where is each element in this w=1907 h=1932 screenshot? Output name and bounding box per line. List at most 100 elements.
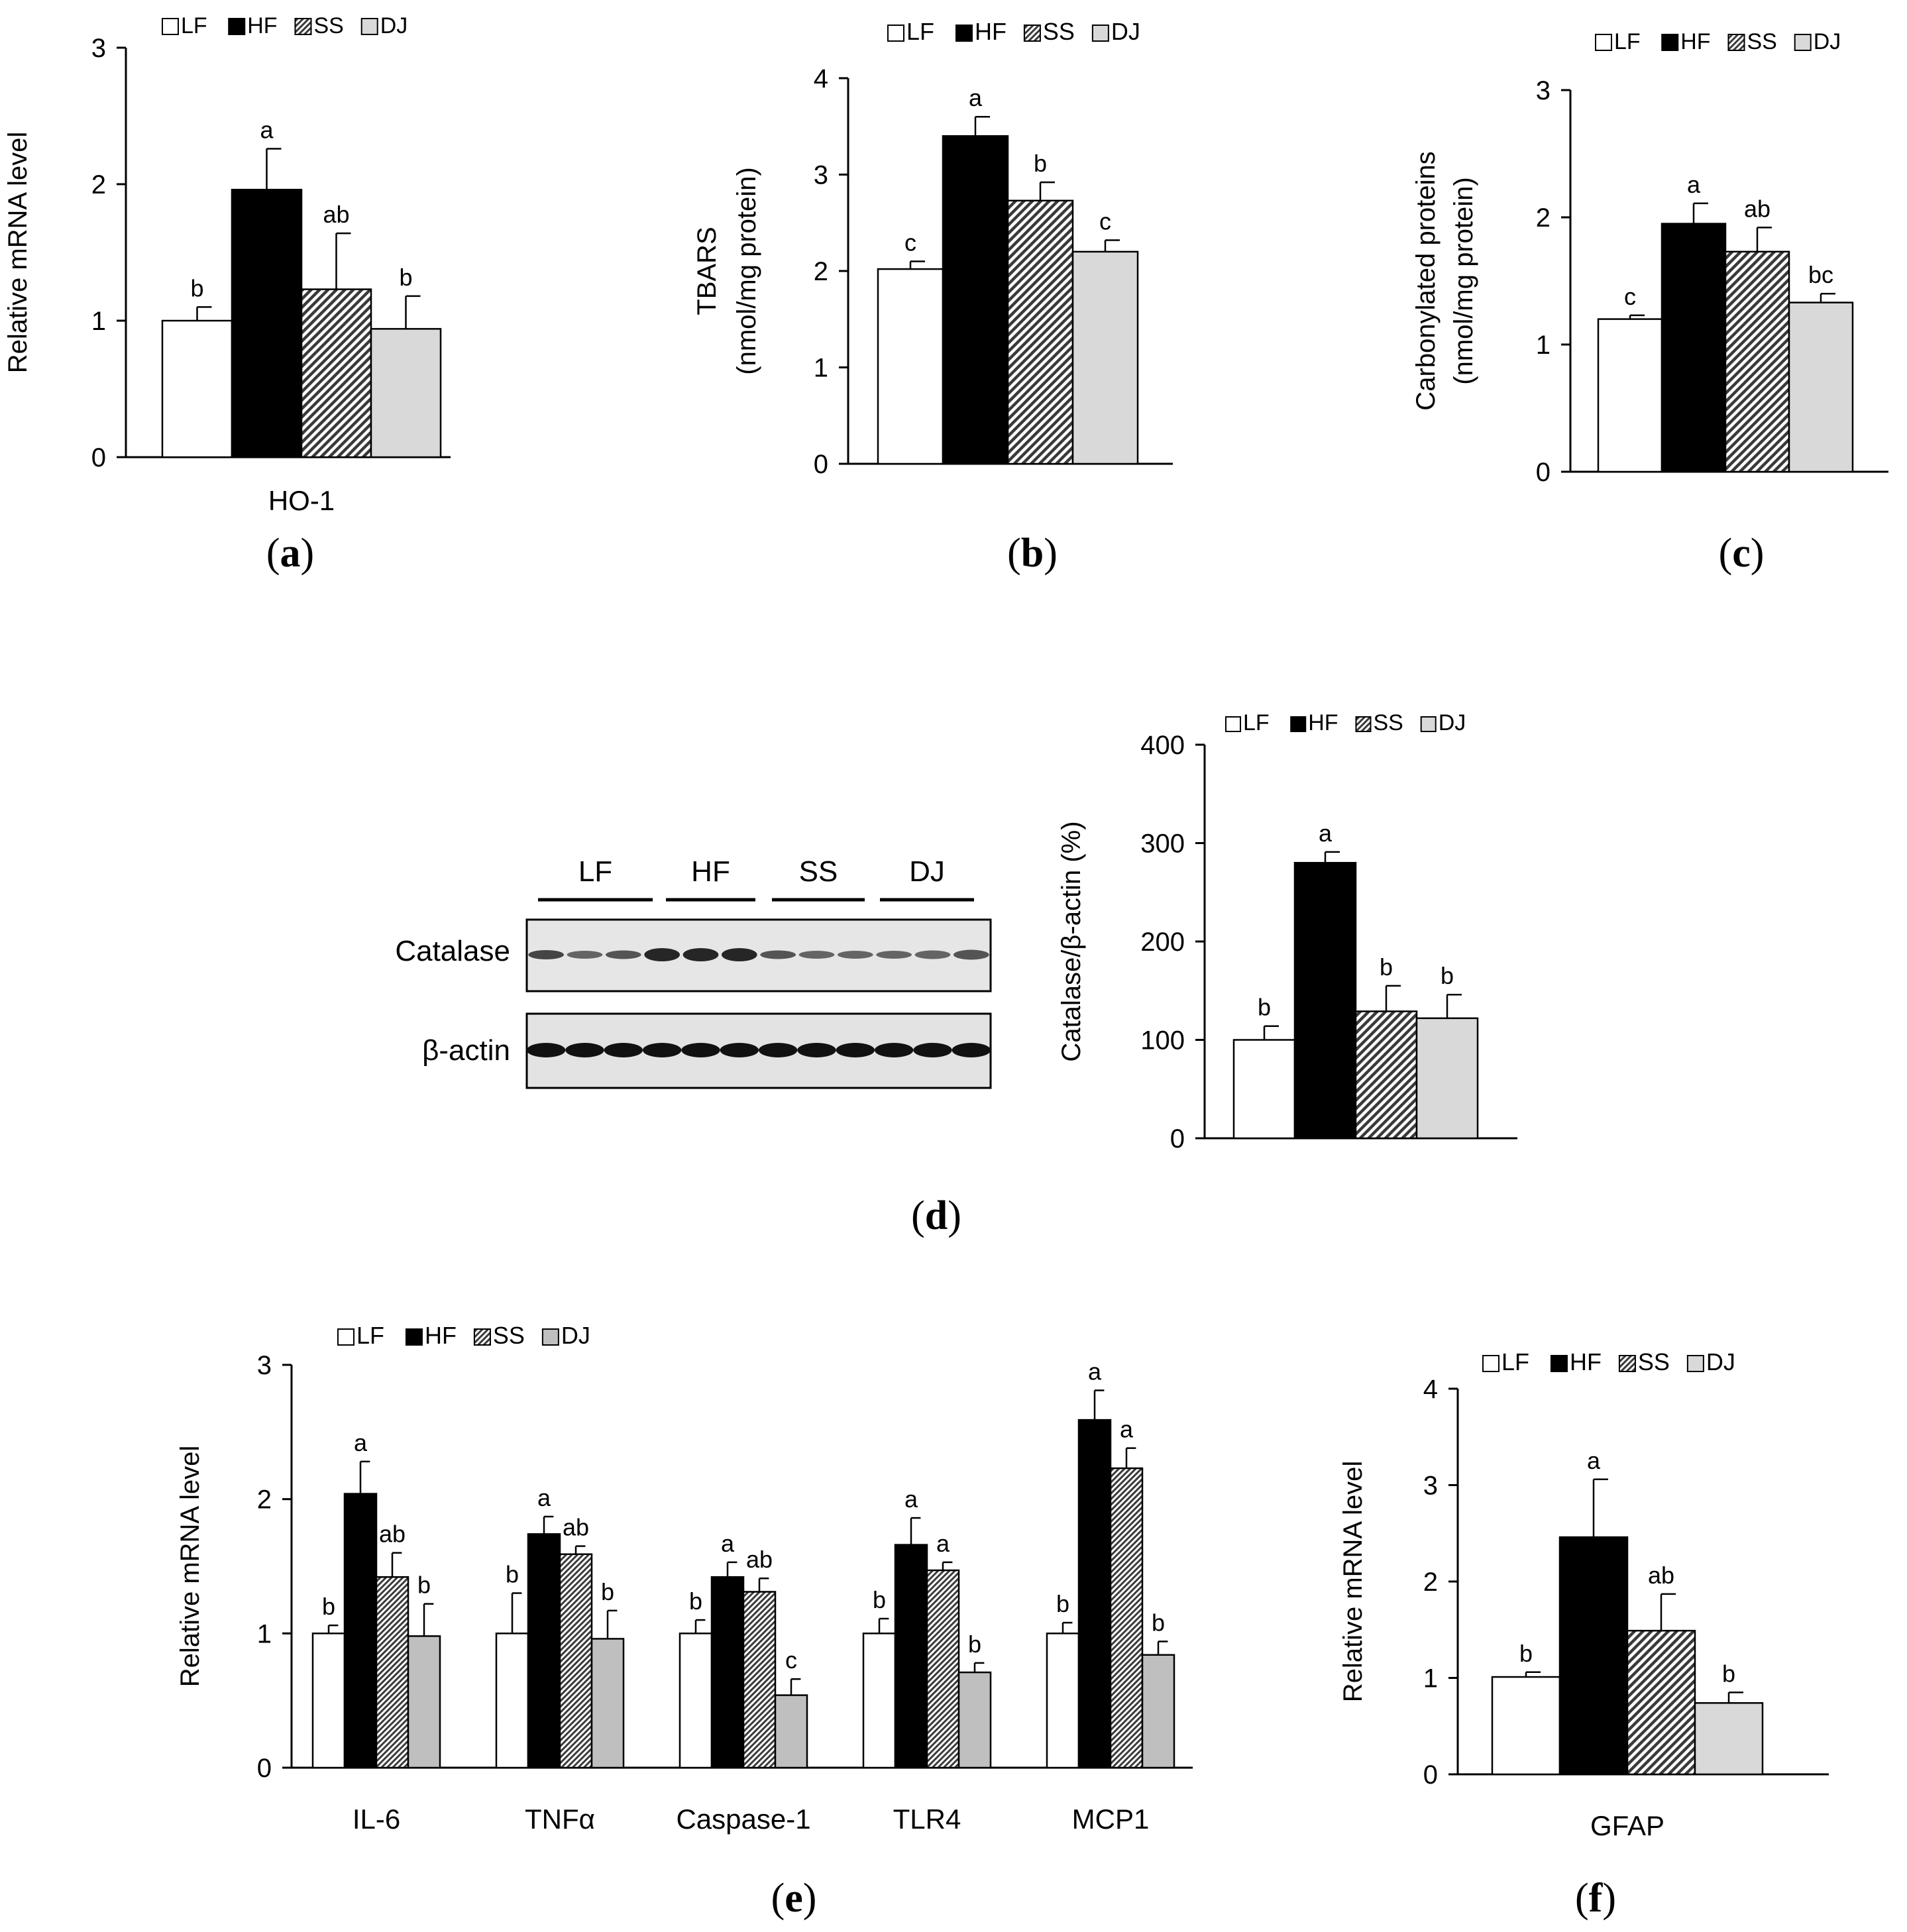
bar-ss <box>926 1569 960 1769</box>
bar-hf <box>710 1576 745 1769</box>
significance-letter: c <box>1624 283 1636 310</box>
y-tick-label: 2 <box>1536 203 1551 233</box>
bar-ss <box>1724 250 1790 473</box>
y-tick-label: 0 <box>91 443 106 472</box>
legend-swatch-hf <box>955 25 973 42</box>
y-axis-label: Catalase/β-actin (%) <box>1057 821 1086 1061</box>
y-tick-label: 3 <box>814 161 828 190</box>
legend-swatch-hf <box>1550 1355 1568 1372</box>
significance-letter: b <box>1722 1660 1735 1687</box>
bar-dj <box>407 1635 441 1769</box>
legend-swatch-ss <box>473 1328 491 1346</box>
western-blot: LF HF SS DJ Catalase β-actin <box>395 855 992 1089</box>
blot-band-catalase <box>722 948 757 961</box>
legend-label-hf: HF <box>1308 710 1338 735</box>
y-tick-label: 200 <box>1140 928 1185 957</box>
legend-label-ss: SS <box>313 13 343 38</box>
significance-letter: ab <box>1648 1562 1674 1589</box>
y-tick-label: 2 <box>91 170 106 199</box>
y-tick-label: 0 <box>1170 1124 1185 1154</box>
significance-letter: ab <box>563 1514 589 1541</box>
blot-band-actin <box>797 1043 836 1057</box>
bar-hf <box>1558 1536 1629 1776</box>
bar-lf <box>679 1633 713 1769</box>
legend-swatch-lf <box>337 1328 354 1346</box>
significance-letter: b <box>399 264 412 291</box>
blot-band-actin <box>565 1043 604 1057</box>
y-axis-label: Carbonylated proteins <box>1411 151 1441 410</box>
significance-letter: a <box>1319 820 1333 847</box>
blot-band-catalase <box>606 950 641 959</box>
significance-letter: a <box>721 1530 735 1557</box>
legend: LF HF SS DJ <box>1225 710 1466 735</box>
blot-band-actin <box>952 1043 991 1057</box>
y-tick-label: 1 <box>91 307 106 336</box>
legend-label-dj: DJ <box>1111 18 1140 45</box>
significance-letter: a <box>1687 171 1701 198</box>
y-tick-label: 1 <box>257 1619 272 1648</box>
category-label: GFAP <box>1590 1810 1664 1841</box>
legend-swatch-dj <box>1686 1355 1704 1372</box>
bar-hf <box>343 1493 378 1769</box>
y-tick-label: 0 <box>1536 458 1551 487</box>
bar-ss <box>1354 1010 1418 1140</box>
blot-band-catalase <box>954 949 989 960</box>
blot-band-catalase <box>838 951 873 959</box>
legend-swatch-dj <box>1794 34 1812 51</box>
y-tick-label: 300 <box>1140 830 1185 859</box>
legend-label-hf: HF <box>975 18 1007 45</box>
bar-hf <box>1077 1419 1112 1769</box>
bar-lf <box>1491 1676 1561 1776</box>
legend-label-dj: DJ <box>1706 1348 1735 1375</box>
blot-band-catalase <box>798 951 835 959</box>
y-tick-label: 0 <box>1423 1760 1438 1790</box>
chart-c: 0 1 2 3 Carbonylated proteins (nmol/mg protei… <box>1411 29 1888 487</box>
panel-label-c: (c) <box>1718 531 1765 576</box>
blot-group-label-lf: LF <box>578 855 612 888</box>
y-tick-label: 3 <box>1536 76 1551 105</box>
bar-ss <box>559 1553 593 1769</box>
category-label: IL-6 <box>353 1803 400 1835</box>
significance-letter: a <box>969 84 983 111</box>
significance-letter: b <box>506 1561 519 1588</box>
y-axis-label: Relative mRNA level <box>1338 1461 1368 1703</box>
legend-label-hf: HF <box>247 13 277 38</box>
panel-label-a: (a) <box>266 531 315 576</box>
bar-dj <box>1415 1017 1479 1140</box>
significance-letter: b <box>601 1578 614 1605</box>
category-label: Caspase-1 <box>676 1803 810 1835</box>
legend: LF HF SS DJ <box>337 1322 590 1349</box>
category-label: HO-1 <box>268 485 335 516</box>
significance-letter: b <box>873 1586 886 1613</box>
blot-band-catalase <box>914 950 951 959</box>
bar-lf <box>862 1633 897 1769</box>
significance-letter: a <box>537 1484 551 1511</box>
bar-ss <box>375 1576 409 1769</box>
legend-label-lf: LF <box>1243 710 1270 735</box>
y-axis-label-units: (nmol/mg protein) <box>732 167 761 374</box>
legend-swatch-ss <box>1727 34 1745 51</box>
y-tick-label: 2 <box>1423 1568 1438 1597</box>
legend-swatch-hf <box>1290 716 1307 732</box>
legend: LF HF SS DJ <box>1482 1348 1735 1375</box>
blot-row-label-actin: β-actin <box>422 1034 510 1067</box>
legend-label-ss: SS <box>1638 1348 1670 1375</box>
legend-label-dj: DJ <box>1814 29 1841 54</box>
bar-lf <box>877 268 944 465</box>
bar-lf <box>1232 1039 1296 1140</box>
legend-swatch-lf <box>1595 34 1612 51</box>
y-tick-label: 100 <box>1140 1026 1185 1055</box>
bar-hf <box>1661 223 1727 473</box>
chart-a: 0 1 2 3 Relative mRNA level LF HF SS DJ b a ab b HO-1 <box>3 13 451 516</box>
legend-label-ss: SS <box>1373 710 1403 735</box>
significance-letter: b <box>1380 953 1393 981</box>
significance-letter: a <box>354 1429 368 1456</box>
blot-actin-membrane <box>525 1012 992 1089</box>
bar-dj <box>774 1694 808 1769</box>
bar-dj <box>1694 1702 1764 1776</box>
blot-band-actin <box>604 1043 643 1057</box>
blot-band-actin <box>527 1043 566 1057</box>
significance-letter: bc <box>1808 261 1833 288</box>
